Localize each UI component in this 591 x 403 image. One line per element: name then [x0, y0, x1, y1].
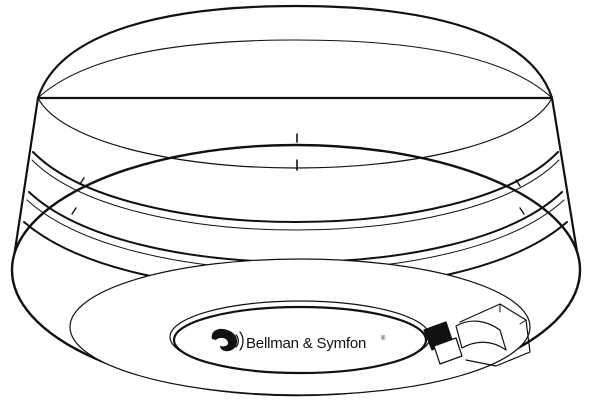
compartment-slot-1 [433, 337, 463, 365]
compartment-edge [499, 303, 527, 325]
ear-logo-icon [211, 328, 244, 352]
registered-mark: ® [381, 335, 386, 342]
notch-right-bottom [519, 207, 525, 215]
top-rim [36, 4, 554, 100]
brand-logo: Bellman & Symfon ® [211, 328, 386, 352]
notch-left-bottom [71, 207, 77, 215]
seam-line-1 [32, 151, 559, 223]
compartment-housing [459, 303, 531, 367]
compartment-slot-2 [455, 320, 507, 351]
test-button[interactable] [172, 305, 428, 375]
notch-right-top [515, 179, 521, 187]
notch-left-top [79, 177, 85, 185]
brand-name: Bellman & Symfon [246, 335, 366, 352]
seam-line-2 [31, 159, 560, 231]
top-rim-inner [37, 39, 553, 99]
housing-edge [37, 97, 553, 169]
